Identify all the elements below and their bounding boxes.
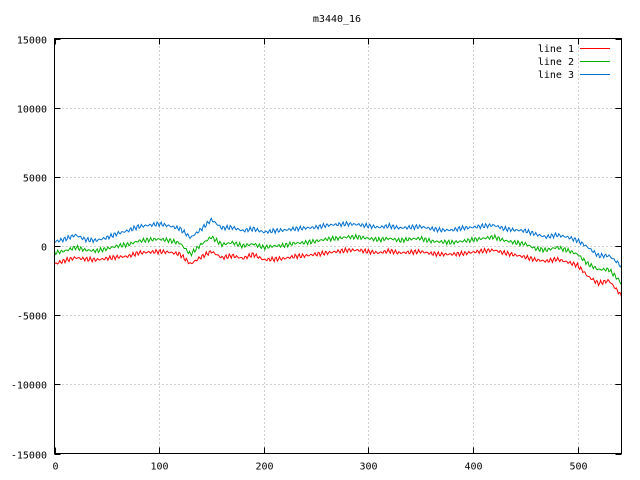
axis-ticks: -15000 -10000 -5000 0 5000 10000 15000 0 100 200 3… <box>11 36 622 473</box>
y-tick-label: 10000 <box>17 105 47 116</box>
x-tick-label: 400 <box>464 462 482 473</box>
plot-frame <box>54 38 622 454</box>
y-tick-label: -10000 <box>11 381 47 392</box>
y-tick-label: 0 <box>41 243 47 254</box>
chart-title: m3440_16 <box>313 14 361 25</box>
series-line-3 <box>54 217 622 269</box>
x-tick-label: 200 <box>255 462 273 473</box>
x-tick-label: 100 <box>150 462 168 473</box>
legend-label: line 2 <box>538 57 574 68</box>
series-line-2 <box>54 232 622 286</box>
series-lines <box>54 217 622 298</box>
grid <box>54 38 622 454</box>
y-tick-label: 5000 <box>23 174 47 185</box>
legend-label: line 1 <box>538 44 574 55</box>
y-tick-label: -5000 <box>17 312 47 323</box>
y-tick-label: -15000 <box>11 451 47 462</box>
y-tick-label: 15000 <box>17 36 47 47</box>
series-line-1 <box>54 246 622 298</box>
x-tick-label: 0 <box>52 462 58 473</box>
legend: line 1 line 2 line 3 <box>538 44 610 81</box>
x-tick-label: 300 <box>359 462 377 473</box>
legend-label: line 3 <box>538 70 574 81</box>
x-tick-label: 500 <box>569 462 587 473</box>
